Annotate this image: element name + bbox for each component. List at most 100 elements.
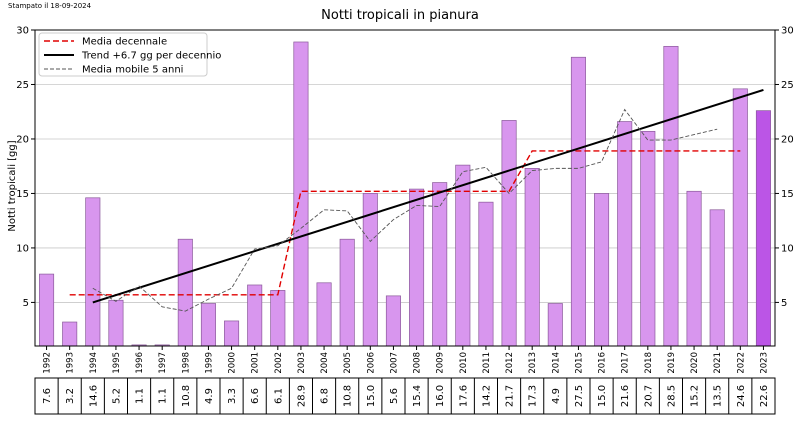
x-tick-label: 2012 [505, 352, 515, 374]
legend-label: Media decennale [82, 37, 167, 48]
bar-2023 [755, 110, 771, 347]
legend-label: Trend +6.7 gg per decennio [81, 51, 221, 62]
x-tick-label: 1992 [43, 352, 53, 374]
values-table: 7.6 3.2 14.6 5.2 1.1 1.1 10.8 4.9 3.3 6.6 6.1 28.9 6… [34, 377, 776, 415]
table-cell-value: 1.1 [135, 388, 146, 404]
bar-2018 [640, 130, 656, 347]
y-tick-label-right: 5 [781, 298, 787, 309]
print-date-stamp: Stampato il 18-09-2024 [8, 2, 92, 10]
table-cell-value: 28.9 [296, 385, 307, 407]
table-cell-value: 20.7 [643, 385, 654, 407]
x-tick-label: 2008 [413, 352, 423, 374]
legend: Media decennale Trend +6.7 gg per decenni… [38, 32, 221, 77]
x-tick-label: 2005 [343, 352, 353, 374]
bar-2021 [709, 209, 725, 347]
table-cell-value: 4.9 [204, 388, 215, 404]
x-tick-label: 2002 [274, 352, 284, 374]
bar-2014 [547, 303, 563, 347]
x-tick-label: 2015 [574, 352, 584, 374]
x-tick-label: 2006 [366, 352, 376, 374]
x-tick-label: 2009 [436, 352, 446, 374]
table-cell-value: 21.6 [620, 385, 631, 407]
table-cell-value: 10.8 [343, 385, 354, 407]
x-tick-label: 2013 [528, 352, 538, 374]
bar-1995 [108, 299, 124, 347]
table-cell-value: 7.6 [42, 388, 53, 404]
table-cell-value: 22.6 [759, 385, 770, 407]
table-cell-value: 3.2 [65, 388, 76, 404]
bar-2004 [316, 282, 332, 347]
bar-2007 [385, 295, 401, 347]
y-tick-label-left: 15 [16, 189, 29, 200]
table-cell-value: 3.3 [227, 388, 238, 404]
bar-2016 [594, 193, 610, 347]
plot-frame [34, 29, 776, 347]
bar-2019 [663, 45, 679, 347]
bar-2017 [617, 121, 633, 347]
table-cell-value: 27.5 [574, 385, 585, 407]
table-cell-value: 6.1 [273, 388, 284, 404]
x-tick-label: 2003 [297, 352, 307, 374]
table-cell-value: 24.6 [736, 385, 747, 407]
table-cell-value: 4.9 [551, 388, 562, 404]
bars-group [39, 41, 771, 347]
x-tick-label: 2001 [251, 352, 261, 374]
table-cell-value: 10.8 [181, 385, 192, 407]
table-cell-value: 17.3 [528, 385, 539, 407]
table-cell-value: 16.0 [435, 385, 446, 407]
y-axis-left: 5 10 15 20 25 30 [16, 26, 35, 309]
y-axis-right: 5 10 15 20 25 30 [775, 26, 794, 309]
table-cell-value: 5.2 [111, 388, 122, 404]
table-cell-value: 5.6 [389, 388, 400, 404]
bar-2008 [409, 188, 425, 347]
chart-title: Notti tropicali in pianura [321, 8, 479, 23]
bar-2015 [570, 56, 586, 347]
x-tick-label: 1993 [66, 352, 76, 374]
decadal-mean-line [69, 150, 741, 296]
table-cell-value: 21.7 [505, 385, 516, 407]
table-cell-value: 14.2 [481, 385, 492, 407]
bar-1998 [177, 238, 193, 347]
x-tick-label: 2020 [690, 352, 700, 374]
bar-2012 [501, 120, 517, 347]
bar-1994 [85, 197, 101, 347]
x-tick-label: 2016 [598, 352, 608, 374]
y-tick-label-left: 20 [16, 134, 29, 145]
legend-box [38, 32, 208, 77]
y-tick-label-right: 25 [781, 80, 794, 91]
x-tick-label: 2014 [551, 352, 561, 374]
table-cell-value: 15.4 [412, 385, 423, 407]
bar-1999 [200, 303, 216, 347]
bar-2005 [339, 238, 355, 347]
x-tick-label: 1998 [181, 352, 191, 374]
x-tick-label: 2018 [644, 352, 654, 374]
table-cell-value: 15.2 [690, 385, 701, 407]
bar-2011 [478, 201, 494, 347]
x-tick-label: 2023 [759, 352, 769, 374]
y-tick-label-left: 30 [16, 26, 29, 37]
x-tick-label: 2022 [736, 352, 746, 374]
x-tick-label: 1994 [89, 352, 99, 374]
x-tick-label: 1995 [112, 352, 122, 374]
x-tick-label: 2021 [713, 352, 723, 374]
table-cell-value: 28.5 [666, 385, 677, 407]
bar-2009 [432, 182, 448, 347]
y-tick-label-left: 5 [23, 298, 29, 309]
bar-1992 [39, 273, 55, 347]
y-tick-label-right: 15 [781, 189, 794, 200]
x-tick-label: 2017 [621, 352, 631, 374]
bar-1993 [62, 321, 78, 347]
table-cell-value: 6.6 [250, 388, 261, 404]
x-tick-label: 2010 [459, 352, 469, 374]
y-tick-label-left: 10 [16, 243, 29, 254]
bar-2022 [732, 88, 748, 347]
table-cell-value: 13.5 [713, 385, 724, 407]
y-tick-label-right: 20 [781, 134, 794, 145]
table-cell-value: 15.0 [597, 385, 608, 407]
x-tick-label: 1997 [158, 352, 168, 374]
table-cell-value: 14.6 [88, 385, 99, 407]
moving-average-line [92, 108, 718, 312]
bar-2002 [270, 290, 286, 347]
x-tick-label: 2000 [228, 352, 238, 374]
